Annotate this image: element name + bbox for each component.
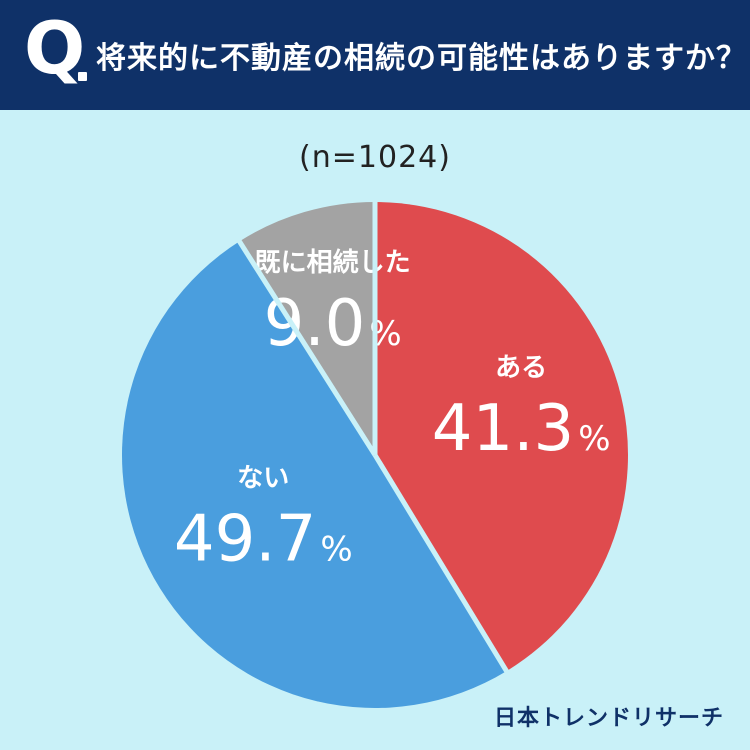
- sample-size: (n=1024): [299, 140, 451, 175]
- slice-value-unit-1: %: [320, 529, 352, 569]
- slice-value-number-1: 49.7: [174, 502, 317, 576]
- slice-separator-2: [236, 238, 378, 457]
- slice-separator-1: [372, 453, 510, 675]
- slice-value-1: 49.7%: [174, 502, 353, 576]
- pie-slice-0: [375, 202, 629, 672]
- brand-logo: 日本トレンドリサーチ: [493, 706, 724, 731]
- question-text: 将来的に不動産の相続の可能性はありますか？: [96, 41, 747, 76]
- slice-value-number-0: 41.3: [432, 392, 575, 466]
- slice-value-number-2: 9.0: [264, 287, 366, 361]
- slice-value-2: 9.0%: [264, 287, 402, 361]
- slice-label-1: ない: [237, 463, 289, 493]
- slice-value-unit-0: %: [578, 419, 610, 459]
- question-header: Q 将来的に不動産の相続の可能性はありますか？: [0, 0, 750, 110]
- q-mark: Q: [24, 6, 86, 90]
- slice-label-2: 既に相続した: [255, 247, 411, 278]
- slice-value-0: 41.3%: [432, 392, 611, 466]
- slice-label-0: ある: [495, 353, 547, 383]
- pie-slice-1: [121, 241, 507, 709]
- q-dot-icon: [78, 72, 87, 81]
- pie-slice-2: [239, 202, 375, 455]
